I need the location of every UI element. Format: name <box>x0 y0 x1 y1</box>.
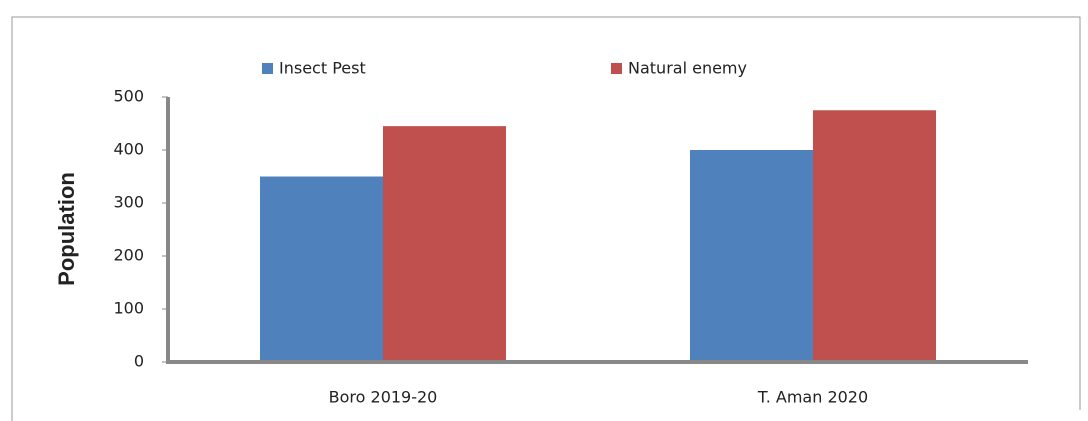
legend-swatch <box>611 63 622 74</box>
x-tick-label: Boro 2019-20 <box>329 388 438 407</box>
y-axis-label: Population <box>54 172 79 286</box>
y-tick-label: 100 <box>113 299 144 318</box>
y-tick-label: 200 <box>113 246 144 265</box>
bar <box>260 176 383 362</box>
y-tick-label: 300 <box>113 193 144 212</box>
y-tick-label: 400 <box>113 140 144 159</box>
chart-border <box>11 16 1081 421</box>
x-tick-label: T. Aman 2020 <box>757 388 868 407</box>
axis <box>166 97 1028 364</box>
bar <box>690 150 813 362</box>
legend-swatch <box>262 63 273 74</box>
y-tick-label: 500 <box>113 87 144 106</box>
bar <box>383 126 506 363</box>
bar <box>813 110 936 362</box>
legend-label: Natural enemy <box>628 59 747 78</box>
y-tick-label: 0 <box>134 352 144 371</box>
legend-label: Insect Pest <box>279 59 366 78</box>
